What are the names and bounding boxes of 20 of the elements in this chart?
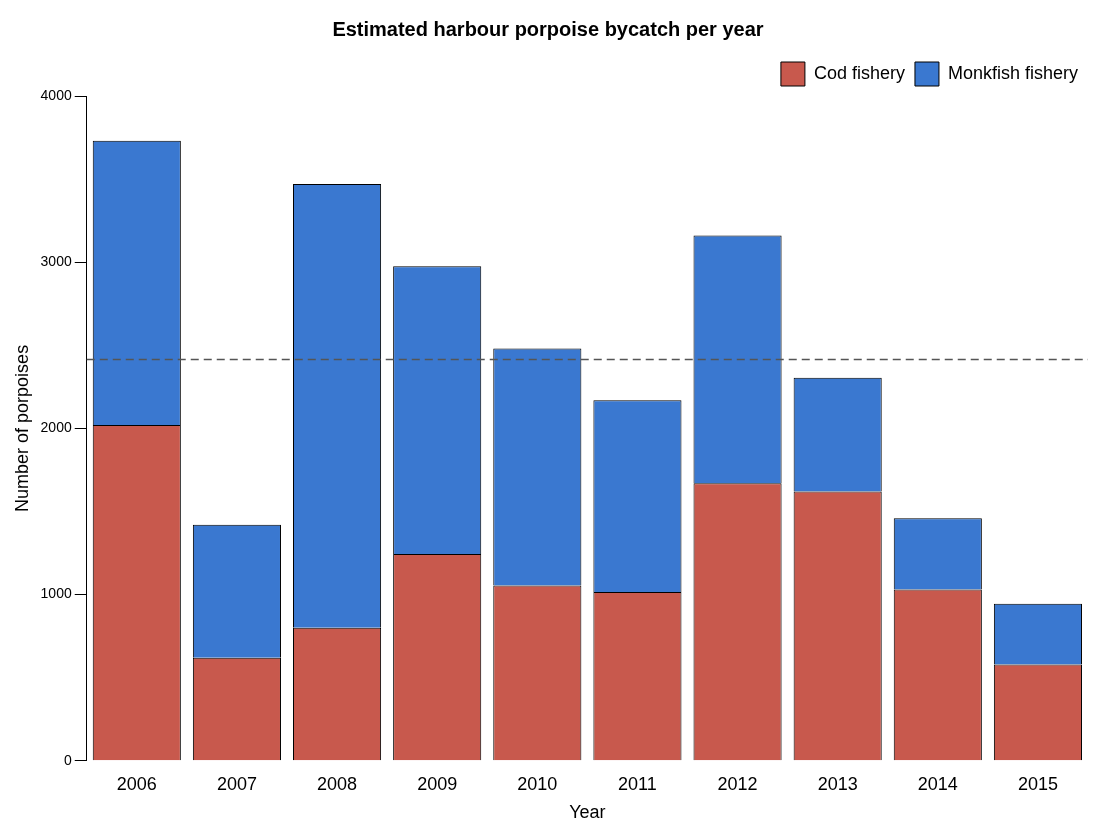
x-tick-label: 2012 — [717, 773, 758, 794]
x-tick-label: 2006 — [116, 773, 157, 794]
legend-label: Cod fishery — [813, 62, 905, 83]
y-axis-title: Number of porpoises — [11, 344, 32, 512]
y-tick-label: 0 — [63, 751, 72, 768]
x-tick-label: 2008 — [317, 773, 358, 794]
y-tick-label: 3000 — [40, 253, 72, 270]
x-axis-title: Year — [569, 802, 606, 823]
chart-title: Estimated harbour porpoise bycatch per year — [332, 17, 764, 40]
x-tick-label: 2011 — [618, 773, 657, 794]
legend-label: Monkfish fishery — [947, 62, 1078, 83]
y-tick-label: 1000 — [40, 585, 72, 602]
x-tick-label: 2013 — [817, 773, 858, 794]
x-tick-label: 2015 — [1017, 773, 1058, 794]
y-tick-label: 4000 — [40, 86, 72, 103]
x-tick-label: 2007 — [216, 773, 257, 794]
x-tick-label: 2014 — [917, 773, 958, 794]
y-tick-label: 2000 — [40, 419, 72, 436]
x-tick-label: 2009 — [417, 773, 458, 794]
x-tick-label: 2010 — [517, 773, 558, 794]
